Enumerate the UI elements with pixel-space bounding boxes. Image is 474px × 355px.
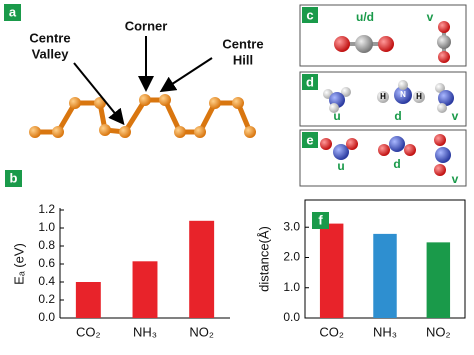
panel-label: c (306, 7, 313, 22)
x-tick-label: CO₂ (319, 324, 344, 339)
panel-label-box (302, 74, 318, 90)
bar (319, 223, 344, 318)
x-tick-label: NH₃ (133, 324, 157, 339)
y-tick-label: 3.0 (283, 219, 300, 233)
orientation-label: d (393, 157, 400, 171)
bar (132, 261, 158, 318)
x-tick-label: CO₂ (76, 324, 101, 339)
bar (189, 220, 215, 318)
arrow (73, 62, 125, 126)
y-tick-label: 2.0 (283, 250, 300, 264)
orientation-label: u (337, 159, 344, 173)
y-axis-label: distance(Å) (256, 226, 271, 292)
y-tick-label: 0.0 (283, 310, 300, 324)
y-tick-label: 1.0 (38, 220, 55, 234)
panel-label-box (4, 4, 21, 21)
panel-label: a (9, 4, 17, 19)
y-tick-label: 1.0 (283, 280, 300, 294)
panel-label: d (306, 74, 314, 89)
site-label: Centre (222, 36, 263, 51)
charts: 0.0 0.2 0.4 0.6 0.8 1.0 1.2 Eₐ (eV) CO₂ NH₃ NO₂ b 0.… (5, 170, 466, 339)
panel-frame (299, 129, 467, 187)
panel-frame (299, 71, 467, 127)
y-tick-label: 0.2 (38, 292, 55, 306)
y-tick-label: 0.0 (38, 310, 55, 324)
orientation-label: d (394, 109, 401, 123)
arrow (159, 57, 213, 93)
bar (426, 242, 451, 318)
site-label: Corner (125, 18, 168, 33)
y-axis-label: Eₐ (eV) (11, 243, 26, 285)
orientation-label: v (452, 172, 459, 186)
panel-label: e (306, 132, 313, 147)
site-label: Valley (32, 46, 70, 61)
orientation-label: v (452, 109, 459, 123)
panel-d: d u H N H d v (299, 71, 467, 127)
atom-label: H (416, 92, 422, 101)
panel-label-box (312, 212, 329, 229)
bar (373, 233, 397, 318)
panel-label: b (10, 170, 18, 185)
bar (75, 282, 101, 318)
y-tick-label: 0.8 (38, 238, 55, 252)
orientation-label: u (333, 109, 340, 123)
panel-c: c u/d v (299, 4, 467, 67)
site-label: Centre (29, 30, 70, 45)
panel-a: a Centre Valley Corner Centre Hill (4, 4, 264, 138)
atom-label: H (380, 92, 386, 101)
panel-label-box (302, 132, 318, 148)
panel-label-box (5, 170, 22, 187)
atom-label: N (400, 90, 406, 99)
panel-frame (299, 4, 467, 67)
y-tick-label: 0.6 (38, 256, 55, 270)
y-tick-label: 0.4 (38, 274, 55, 288)
x-tick-label: NO₂ (426, 324, 451, 339)
panel-label-box (302, 7, 318, 23)
panel-label: f (318, 212, 323, 227)
site-label: Hill (233, 52, 253, 67)
orientation-label: v (427, 10, 434, 24)
x-tick-label: NH₃ (373, 324, 397, 339)
chain-atoms (29, 94, 256, 138)
x-tick-label: NO₂ (189, 324, 214, 339)
orientation-label: u/d (356, 10, 374, 24)
y-tick-label: 1.2 (38, 202, 55, 216)
panel-e: e u d v (299, 129, 467, 187)
